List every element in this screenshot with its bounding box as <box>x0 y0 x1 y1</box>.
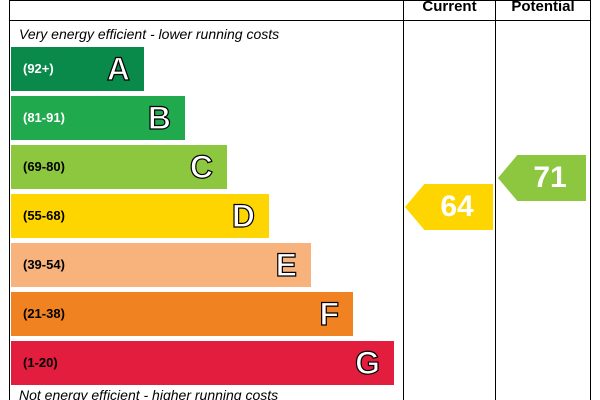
rating-chart-frame <box>9 0 591 400</box>
band-a: (92+) A <box>11 47 144 91</box>
band-c: (69-80) C <box>11 145 227 189</box>
band-d-letter: D <box>231 197 255 234</box>
band-b-range: (81-91) <box>23 110 65 125</box>
header-divider <box>9 20 591 21</box>
current-rating-value: 64 <box>440 190 474 223</box>
band-c-range: (69-80) <box>23 159 65 174</box>
potential-column-header: Potential <box>511 0 575 15</box>
band-c-letter: C <box>189 148 213 185</box>
band-f: (21-38) F <box>11 292 353 336</box>
band-e-range: (39-54) <box>23 257 65 272</box>
potential-rating-arrow: 71 <box>498 155 586 201</box>
band-a-letter: A <box>106 50 130 87</box>
band-g-range: (1-20) <box>23 355 58 370</box>
potential-column-divider <box>495 0 496 400</box>
current-rating-arrow: 64 <box>405 184 493 230</box>
band-b: (81-91) B <box>11 96 185 140</box>
band-f-range: (21-38) <box>23 306 65 321</box>
potential-rating-value: 71 <box>533 161 567 194</box>
band-b-letter: B <box>147 99 171 136</box>
band-e-letter: E <box>275 246 298 283</box>
band-g-letter: G <box>355 344 381 381</box>
band-d: (55-68) D <box>11 194 269 238</box>
current-column-header: Current <box>422 0 477 15</box>
band-e: (39-54) E <box>11 243 311 287</box>
band-a-range: (92+) <box>23 61 54 76</box>
band-f-letter: F <box>319 295 340 332</box>
current-column-divider <box>403 0 404 400</box>
top-caption: Very energy efficient - lower running co… <box>19 26 280 42</box>
bottom-caption: Not energy efficient - higher running co… <box>19 387 279 400</box>
band-g: (1-20) G <box>11 341 394 385</box>
band-d-range: (55-68) <box>23 208 65 223</box>
